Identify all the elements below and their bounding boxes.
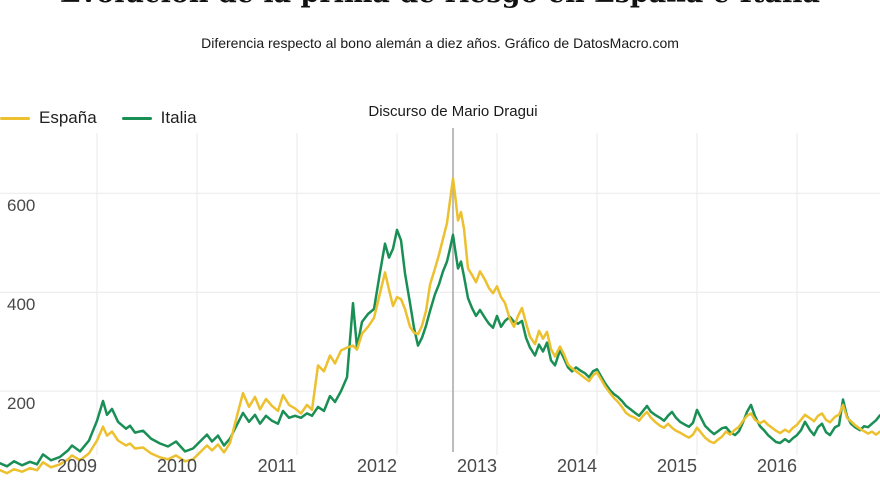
x-axis-tick-label: 2016: [756, 456, 798, 476]
x-axis-tick-label: 2010: [156, 456, 198, 476]
x-axis-tick-label: 2014: [556, 456, 598, 476]
espana-line-swatch-icon: [0, 116, 30, 120]
y-axis-tick-label: 400: [7, 295, 36, 315]
x-axis-tick-label: 2011: [257, 456, 297, 476]
x-axis-tick-label: 2015: [656, 456, 698, 476]
legend-item-italia: Italia: [121, 108, 197, 128]
x-axis-tick-label: 2012: [356, 456, 398, 476]
legend-label-italia: Italia: [160, 108, 197, 127]
series-line-espaa[interactable]: [0, 177, 880, 475]
x-axis-tick-label: 2013: [456, 456, 498, 476]
italia-line-swatch-icon: [121, 116, 152, 120]
y-axis-tick-label: 600: [7, 196, 36, 216]
x-axis-tick-label: 2009: [56, 456, 98, 476]
y-axis-tick-label: 200: [7, 394, 36, 414]
legend-label-espana: España: [39, 108, 97, 127]
legend: España Italia: [0, 108, 222, 128]
chart-subtitle: Diferencia respecto al bono alemán a die…: [201, 35, 679, 51]
legend-item-espana: España: [0, 108, 97, 128]
series-line-italia[interactable]: [0, 228, 880, 468]
annotation-label: Discurso de Mario Dragui: [368, 103, 538, 120]
chart-title: Evolución de la prima de riesgo en Españ…: [0, 0, 880, 9]
